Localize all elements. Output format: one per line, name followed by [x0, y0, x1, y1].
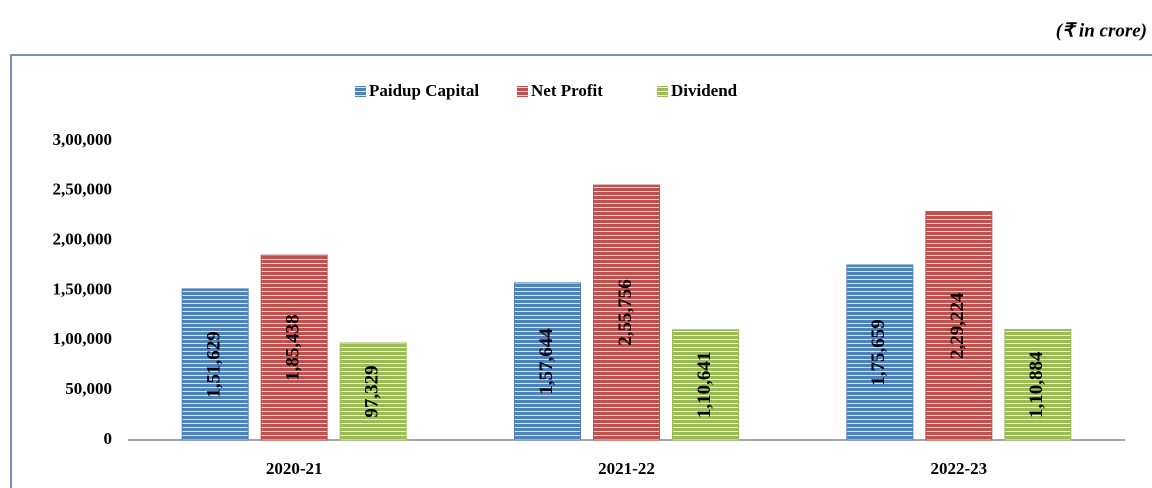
legend-swatch: [517, 86, 528, 97]
x-tick-label: 2022-23: [930, 459, 987, 478]
bar: [514, 282, 581, 441]
bar: [1004, 328, 1072, 441]
legend-swatch: [355, 86, 366, 97]
data-label: 1,85,438: [283, 314, 304, 381]
x-tick-label: 2021-22: [598, 459, 655, 478]
chart-frame: [10, 54, 1152, 488]
bar: [846, 264, 914, 441]
bar: [672, 329, 739, 441]
data-label: 1,57,644: [536, 328, 557, 395]
data-label: 2,29,224: [947, 292, 968, 359]
y-tick-label: 3,00,000: [53, 130, 113, 149]
legend-label: Net Profit: [531, 81, 603, 100]
bar: [339, 342, 407, 441]
data-label: 1,10,884: [1026, 351, 1047, 418]
y-tick-label: 0: [104, 429, 113, 448]
data-label: 1,75,659: [868, 319, 889, 386]
legend-swatch: [657, 86, 668, 97]
y-tick-label: 50,000: [65, 379, 112, 398]
data-label: 1,10,641: [694, 352, 715, 419]
data-label: 2,55,756: [615, 279, 636, 346]
bar: [181, 288, 249, 441]
data-label: 97,329: [362, 365, 383, 417]
y-tick-label: 2,00,000: [53, 230, 113, 249]
bar: [260, 254, 328, 441]
annotation: (₹ in crore): [1056, 20, 1147, 41]
y-tick-label: 1,50,000: [53, 279, 113, 298]
legend-label: Paidup Capital: [369, 81, 479, 100]
y-tick-label: 1,00,000: [53, 329, 113, 348]
y-tick-label: 2,50,000: [53, 180, 113, 199]
bar: [593, 184, 660, 441]
x-tick-label: 2020-21: [266, 459, 323, 478]
bar: [925, 211, 993, 441]
legend-label: Dividend: [671, 81, 738, 100]
data-label: 1,51,629: [204, 331, 225, 398]
